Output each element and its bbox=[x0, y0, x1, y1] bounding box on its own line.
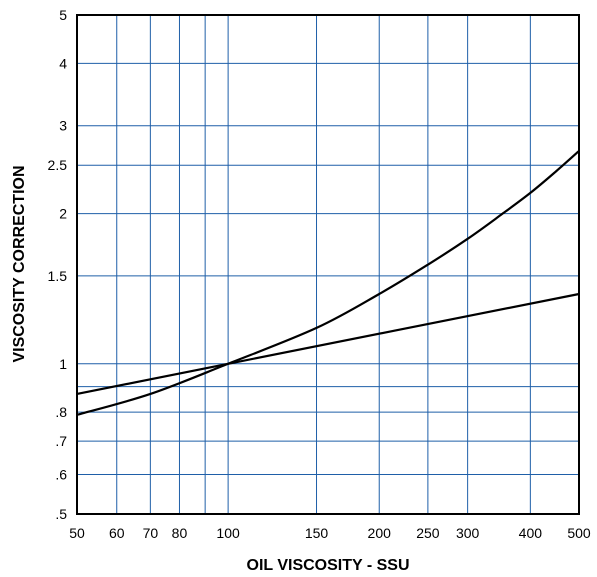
x-tick-label: 50 bbox=[69, 525, 85, 541]
x-tick-label: 300 bbox=[456, 525, 480, 541]
curves bbox=[76, 150, 580, 416]
x-tick-label: 250 bbox=[416, 525, 440, 541]
x-tick-label: 200 bbox=[368, 525, 392, 541]
grid-lines bbox=[76, 14, 580, 515]
x-tick-label: 70 bbox=[143, 525, 159, 541]
x-tick-label: 60 bbox=[109, 525, 125, 541]
y-tick-label: .8 bbox=[55, 404, 67, 420]
y-tick-label: .5 bbox=[55, 506, 67, 522]
x-tick-label: 150 bbox=[305, 525, 329, 541]
y-tick-label: 1 bbox=[59, 356, 67, 372]
plot-frame bbox=[76, 14, 580, 515]
x-tick-label: 100 bbox=[216, 525, 240, 541]
x-tick-label: 80 bbox=[172, 525, 188, 541]
x-tick-label: 400 bbox=[519, 525, 543, 541]
x-axis-title: OIL VISCOSITY - SSU bbox=[247, 557, 410, 574]
y-tick-label: 1.5 bbox=[48, 268, 68, 284]
y-tick-label: .7 bbox=[55, 433, 67, 449]
series-b-line bbox=[76, 150, 580, 416]
x-tick-labels: 50 60 70 80 100 150 200 250 300 400 500 bbox=[69, 525, 591, 541]
y-tick-label: 3 bbox=[59, 118, 67, 134]
y-axis-title: VISCOSITY CORRECTION bbox=[11, 165, 28, 362]
series-a-line bbox=[76, 292, 580, 396]
y-tick-label: .6 bbox=[55, 466, 67, 482]
y-tick-label: 2.5 bbox=[48, 157, 68, 173]
y-tick-label: 2 bbox=[59, 206, 67, 222]
x-tick-label: 500 bbox=[567, 525, 591, 541]
y-tick-label: 5 bbox=[59, 7, 67, 23]
y-tick-label: 4 bbox=[59, 55, 67, 71]
y-tick-labels: .5 .6 .7 .8 1 1.5 2 2.5 3 4 5 bbox=[48, 7, 68, 522]
